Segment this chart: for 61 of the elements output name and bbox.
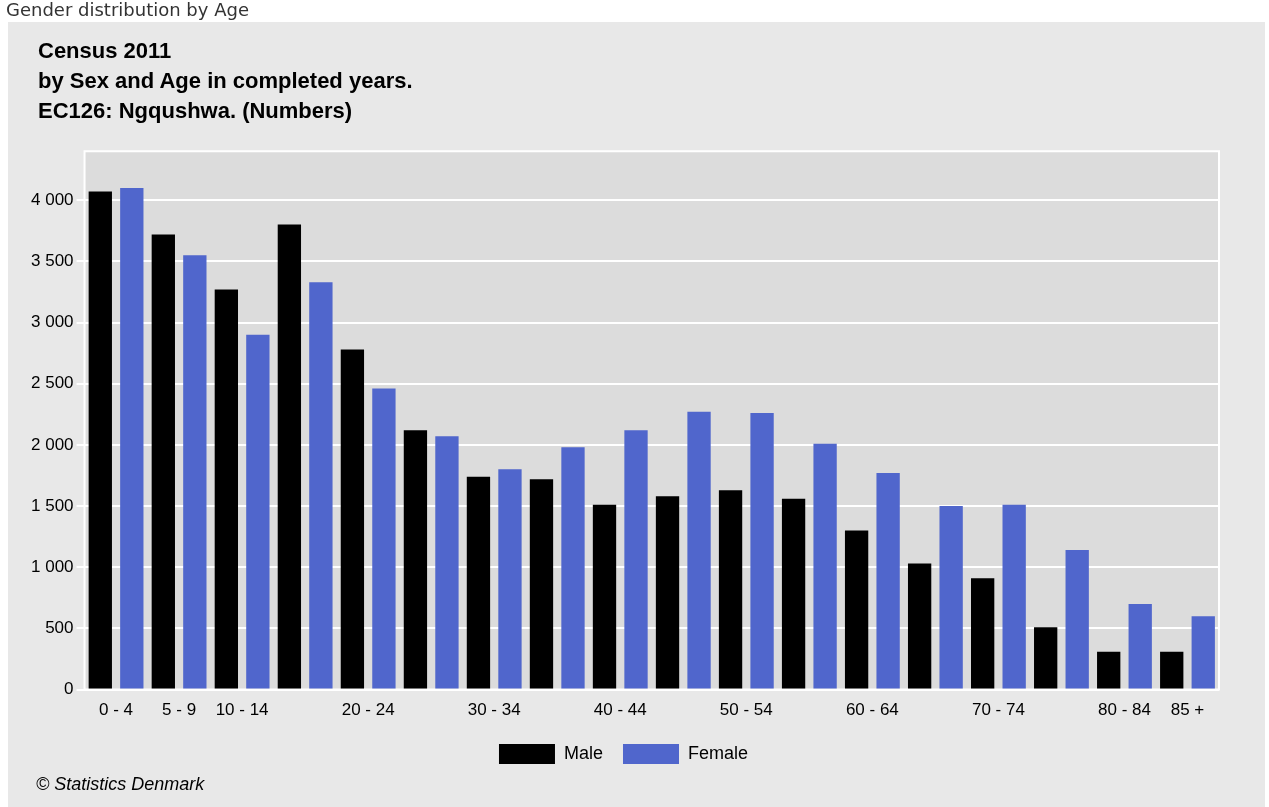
y-tick-label: 3 500 (30, 251, 74, 271)
bar (1002, 504, 1026, 689)
bar (687, 411, 711, 689)
bar (655, 496, 680, 689)
x-tick-label: 30 - 34 (467, 700, 521, 720)
x-tick-label: 5 - 9 (162, 700, 197, 720)
bar (214, 289, 239, 689)
y-tick-label: 1 000 (30, 556, 74, 576)
bar (309, 282, 333, 689)
bar (813, 443, 837, 689)
y-tick-label: 2 000 (30, 434, 74, 454)
bar (277, 224, 302, 689)
bar (466, 476, 491, 689)
bar (1034, 627, 1058, 689)
legend-label: Female (688, 742, 749, 763)
bar (1097, 651, 1121, 689)
x-tick-label: 40 - 44 (593, 700, 647, 720)
bar (435, 436, 459, 689)
bar (183, 255, 207, 689)
bar (1191, 616, 1215, 689)
bar (120, 187, 144, 689)
bar (403, 430, 428, 689)
x-tick-label: 85 + (1170, 700, 1205, 720)
bar (1160, 651, 1184, 689)
bar (907, 563, 932, 689)
bar (939, 506, 963, 689)
bar (372, 388, 396, 689)
legend-label: Male (563, 742, 603, 763)
y-tick-label: 0 (64, 679, 74, 699)
bar (561, 447, 585, 689)
bar (876, 473, 900, 689)
y-tick-label: 500 (45, 618, 74, 638)
y-tick-label: 4 000 (30, 189, 74, 209)
x-tick-label: 60 - 64 (845, 700, 899, 720)
y-tick-label: 3 000 (30, 312, 74, 332)
bar (1128, 603, 1152, 689)
text: Gender distribution by Age (6, 0, 249, 20)
bar (1065, 550, 1089, 689)
bar (340, 349, 365, 689)
x-tick-label: 20 - 24 (341, 700, 395, 720)
bar (781, 498, 806, 689)
bar (88, 191, 112, 689)
y-tick-label: 2 500 (30, 373, 74, 393)
x-tick-label: 10 - 14 (215, 700, 269, 720)
x-tick-label: 0 - 4 (99, 700, 134, 720)
bar (246, 334, 270, 689)
bar (151, 234, 175, 689)
bar (971, 578, 995, 689)
chart-title: Census 2011 by Sex and Age in completed years. EC126: Ngqushwa. (Numbers) (38, 37, 413, 125)
text: © Statistics Denmark (36, 774, 205, 795)
bar (718, 490, 743, 689)
bar (624, 430, 648, 689)
bar (529, 479, 554, 689)
x-tick-label: 80 - 84 (1097, 700, 1151, 720)
x-tick-label: 70 - 74 (971, 700, 1025, 720)
x-tick-label: 50 - 54 (719, 700, 773, 720)
bar (750, 413, 774, 689)
bar (498, 469, 522, 689)
bar (844, 530, 869, 689)
bar (592, 504, 617, 689)
y-tick-label: 1 500 (30, 495, 74, 515)
